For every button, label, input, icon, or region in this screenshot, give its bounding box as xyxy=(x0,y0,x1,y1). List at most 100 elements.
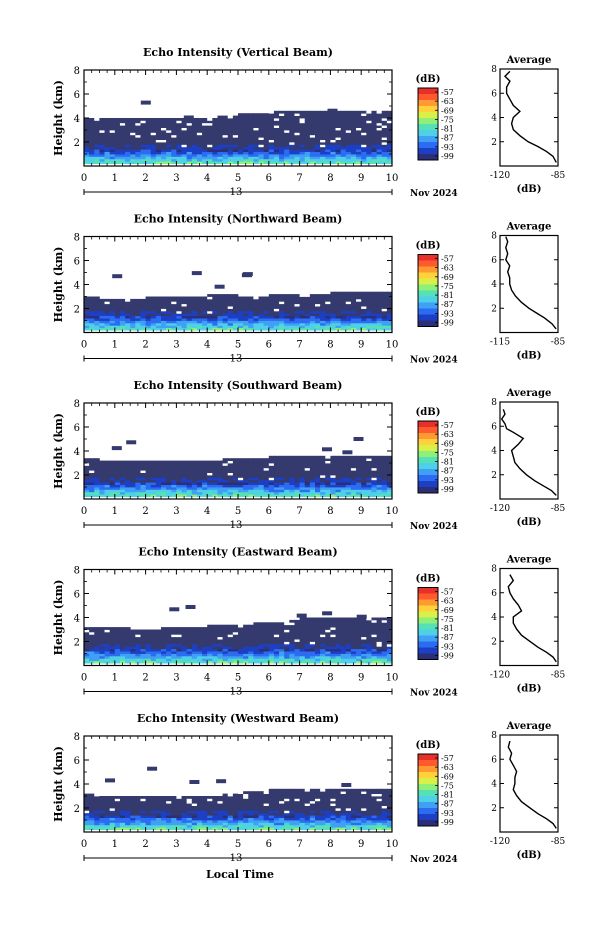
heatmap-cell xyxy=(110,147,116,150)
heatmap-cell xyxy=(187,642,193,645)
heatmap-cell xyxy=(223,301,229,304)
heatmap-cell xyxy=(346,128,352,131)
heatmap-cell xyxy=(223,294,229,297)
heatmap-cell xyxy=(243,658,249,661)
date-day-label: 13 xyxy=(230,687,243,698)
heatmap-cell xyxy=(182,658,188,661)
heatmap-cell xyxy=(197,149,203,152)
heatmap-cell xyxy=(279,304,285,307)
x-tick-label: 2 xyxy=(142,340,148,351)
heatmap-cell xyxy=(351,625,357,628)
heatmap-cell xyxy=(269,120,275,123)
heatmap-cell xyxy=(156,316,162,319)
heatmap-cell xyxy=(176,316,182,319)
heatmap-cell xyxy=(274,128,280,131)
heatmap-cell xyxy=(361,487,367,490)
heatmap-cell xyxy=(125,492,131,495)
heatmap-cell xyxy=(197,144,203,147)
heatmap-cell xyxy=(202,487,208,490)
heatmap-cell xyxy=(371,458,377,461)
heatmap-cell xyxy=(146,637,152,640)
heatmap-cell xyxy=(294,313,300,316)
heatmap-cell xyxy=(315,482,321,485)
heatmap-cell xyxy=(223,304,229,307)
heatmap-cell xyxy=(140,152,146,155)
heatmap-cell xyxy=(351,622,357,625)
heatmap-cell xyxy=(238,473,244,476)
heatmap-cell xyxy=(146,654,152,657)
heatmap-cell xyxy=(207,130,213,133)
colorbar-segment xyxy=(418,106,438,112)
heatmap-cell xyxy=(217,140,223,143)
heatmap-cell xyxy=(382,318,388,321)
heatmap-cell xyxy=(135,140,141,143)
heatmap-cell xyxy=(238,318,244,321)
heatmap-cell xyxy=(310,465,316,468)
heatmap-cell xyxy=(377,637,383,640)
heatmap-cell xyxy=(120,475,126,478)
heatmap-cell xyxy=(202,649,208,652)
heatmap-cell xyxy=(94,470,100,473)
heatmap-cell xyxy=(366,292,372,295)
heatmap-cell xyxy=(300,492,306,495)
heatmap-cell xyxy=(351,489,357,492)
heatmap-cell xyxy=(146,140,152,143)
heatmap-cell xyxy=(371,318,377,321)
heatmap-cell xyxy=(377,116,383,119)
heatmap-cell xyxy=(294,323,300,326)
heatmap-cell xyxy=(243,480,249,483)
heatmap-cell xyxy=(207,461,213,464)
heatmap-cell xyxy=(207,473,213,476)
heatmap-cell xyxy=(382,649,388,652)
heatmap-cell xyxy=(140,820,146,823)
colorbar-segment xyxy=(418,654,438,660)
colorbar-tick-label: -57 xyxy=(441,421,454,430)
heatmap-cell xyxy=(192,644,198,647)
heatmap-cell xyxy=(289,646,295,649)
heatmap-cell xyxy=(120,656,126,659)
heatmap-cell xyxy=(156,639,162,642)
heatmap-cell xyxy=(294,130,300,133)
heatmap-cell xyxy=(382,620,388,623)
heatmap-cell xyxy=(371,468,377,471)
heatmap-cell xyxy=(289,140,295,143)
heatmap-cell xyxy=(259,301,265,304)
heatmap-cell xyxy=(269,111,275,114)
heatmap-cell xyxy=(217,646,223,649)
heatmap-cell xyxy=(146,470,152,473)
heatmap-cell xyxy=(253,328,259,331)
heatmap-cell xyxy=(351,292,357,295)
heatmap-cell xyxy=(89,135,95,138)
heatmap-cell xyxy=(187,465,193,468)
heatmap-cell xyxy=(125,147,131,150)
heatmap-cell xyxy=(228,154,234,157)
heatmap-cell xyxy=(89,152,95,155)
average-unit: (dB) xyxy=(517,351,542,362)
heatmap-cell xyxy=(243,318,249,321)
heatmap-cell xyxy=(207,316,213,319)
x-tick-label: 8 xyxy=(327,673,333,684)
heatmap-cell xyxy=(176,470,182,473)
heatmap-cell xyxy=(366,313,372,316)
heatmap-cell xyxy=(166,818,172,821)
heatmap-cell xyxy=(274,149,280,152)
heatmap-cell xyxy=(336,118,342,121)
heatmap-cell xyxy=(264,311,270,314)
heatmap-cell xyxy=(325,473,331,476)
heatmap-cell xyxy=(207,306,213,309)
panels-group: Echo Intensity (Vertical Beam)Height (km… xyxy=(52,46,566,865)
heatmap-cell xyxy=(217,309,223,312)
heatmap-cell xyxy=(89,463,95,466)
heatmap-cell xyxy=(264,463,270,466)
heatmap-cell xyxy=(125,482,131,485)
heatmap-cell xyxy=(135,803,141,806)
heatmap-cell xyxy=(351,159,357,162)
heatmap-cell xyxy=(300,313,306,316)
heatmap-cell xyxy=(89,149,95,152)
heatmap-cell xyxy=(192,144,198,147)
heatmap-cell xyxy=(330,161,336,164)
heatmap-cell xyxy=(115,313,121,316)
heatmap-cell xyxy=(161,144,167,147)
heatmap-cell xyxy=(315,123,321,126)
heatmap-cell xyxy=(223,118,229,121)
